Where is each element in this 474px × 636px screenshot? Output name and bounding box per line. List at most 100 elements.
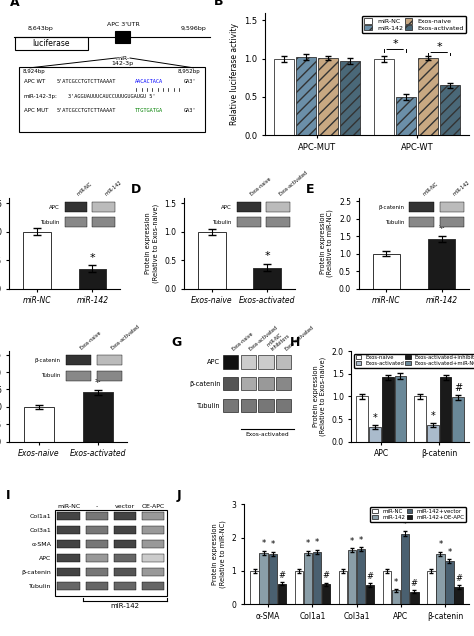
Bar (83, 392, 113, 442)
Bar (258, 356, 274, 369)
Bar (223, 377, 238, 391)
Text: *: * (437, 42, 442, 52)
Text: Exos-activated: Exos-activated (245, 432, 289, 437)
Text: 8,924bp: 8,924bp (23, 69, 46, 74)
Text: 9,596bp: 9,596bp (181, 26, 206, 31)
Bar (395, 376, 406, 442)
Text: *: * (95, 378, 100, 388)
Text: β-catenin: β-catenin (22, 570, 51, 575)
Bar (396, 97, 416, 135)
Text: H: H (290, 336, 301, 349)
Text: A: A (9, 0, 19, 9)
Text: *: * (90, 253, 95, 263)
Legend: Exos-naive, Exos-activated, Exos-activated+inhibitors, Exos-activated+miR-NC: Exos-naive, Exos-activated, Exos-activat… (354, 354, 474, 368)
Bar (276, 356, 292, 369)
Bar (198, 232, 226, 289)
Text: *: * (447, 548, 452, 556)
Text: #: # (455, 574, 462, 583)
Text: Col1a1: Col1a1 (30, 514, 51, 519)
Bar (374, 59, 394, 135)
Text: *: * (359, 536, 363, 545)
Text: miR-NC
inhibitors: miR-NC inhibitors (266, 329, 291, 352)
Y-axis label: Protein expression
(Relative to Exos-naive): Protein expression (Relative to Exos-nai… (146, 204, 159, 283)
Bar (240, 377, 256, 391)
Bar (85, 527, 108, 534)
Bar (428, 239, 456, 289)
Bar (85, 555, 108, 562)
Bar (142, 583, 164, 590)
Bar (24, 407, 54, 442)
Y-axis label: Relative luciferase activity: Relative luciferase activity (229, 23, 238, 125)
Text: #: # (322, 571, 329, 580)
Text: #: # (411, 579, 418, 588)
Text: GA3': GA3' (184, 79, 197, 84)
Bar (339, 571, 347, 604)
Bar (57, 569, 80, 576)
Bar (357, 550, 365, 604)
Text: #: # (278, 570, 285, 579)
Bar (258, 377, 274, 391)
Bar (445, 561, 454, 604)
Text: 3'AGGUAUUUCAUCCUUUGUGAUGU 5': 3'AGGUAUUUCAUCCUUUGUGAUGU 5' (68, 93, 155, 99)
Text: *: * (403, 520, 408, 529)
Bar (57, 513, 80, 520)
Bar (440, 85, 460, 135)
Text: J: J (176, 490, 181, 502)
Text: Exos-naive: Exos-naive (231, 331, 254, 352)
Bar (401, 534, 410, 604)
Text: APC: APC (39, 556, 51, 561)
Text: vector: vector (115, 504, 135, 509)
Text: 5'ATCGCCTGTCTTAAAAT: 5'ATCGCCTGTCTTAAAAT (56, 79, 116, 84)
Bar (322, 584, 330, 604)
Text: 8,643bp: 8,643bp (27, 26, 53, 31)
Bar (373, 254, 400, 289)
Bar (240, 356, 256, 369)
Text: miR-142-3p:: miR-142-3p: (24, 93, 58, 99)
Text: *: * (350, 537, 354, 546)
Bar (85, 513, 108, 520)
Text: *: * (306, 539, 310, 548)
Bar (57, 555, 80, 562)
Text: miR-
142-3p: miR- 142-3p (112, 55, 134, 66)
Text: APC 3'UTR: APC 3'UTR (107, 22, 139, 27)
Text: APC MUT: APC MUT (24, 108, 48, 113)
Bar (114, 513, 136, 520)
Legend: miR-NC, miR-142, miR-142+vector, miR-142+OE-APC: miR-NC, miR-142, miR-142+vector, miR-142… (370, 507, 466, 522)
Text: *: * (271, 541, 275, 550)
Bar (340, 61, 360, 135)
Text: APC WT: APC WT (24, 79, 45, 84)
Bar (258, 399, 274, 412)
Bar (57, 541, 80, 548)
Bar (57, 583, 80, 590)
Bar (348, 550, 356, 604)
Bar (114, 583, 136, 590)
Bar (410, 591, 419, 604)
Text: 5'ATCGCCTGTCTTAAAAT: 5'ATCGCCTGTCTTAAAAT (56, 108, 116, 113)
Text: APC: APC (208, 359, 220, 365)
Bar (427, 571, 436, 604)
Bar (55, 510, 167, 596)
Bar (114, 569, 136, 576)
Bar (142, 527, 164, 534)
FancyBboxPatch shape (18, 67, 205, 132)
Bar (142, 513, 164, 520)
Text: #: # (454, 383, 462, 393)
Text: GA3': GA3' (184, 108, 197, 113)
Text: Exos-activated: Exos-activated (284, 325, 315, 352)
FancyBboxPatch shape (115, 31, 130, 43)
Bar (313, 551, 321, 604)
Text: B: B (214, 0, 223, 8)
Bar (142, 555, 164, 562)
Text: luciferase: luciferase (33, 39, 70, 48)
Text: *: * (315, 538, 319, 548)
Bar (304, 553, 312, 604)
Bar (253, 268, 281, 289)
Text: *: * (438, 541, 443, 550)
Bar (114, 555, 136, 562)
Bar (382, 377, 393, 442)
Bar (142, 541, 164, 548)
Legend: miR-NC, miR-142, Exos-naive, Exos-activated: miR-NC, miR-142, Exos-naive, Exos-activa… (362, 16, 466, 33)
Bar (85, 583, 108, 590)
Text: D: D (131, 183, 141, 196)
Text: I: I (6, 490, 11, 502)
